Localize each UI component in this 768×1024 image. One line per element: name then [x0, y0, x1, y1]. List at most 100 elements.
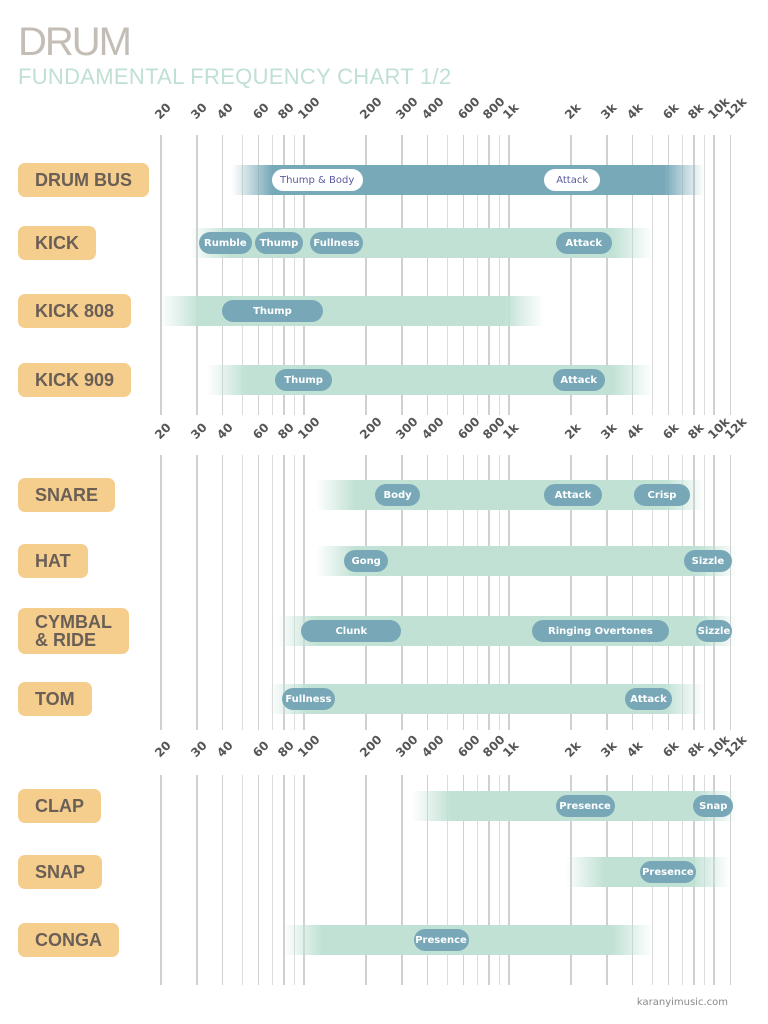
band-pill: Presence	[413, 929, 469, 951]
gridline	[713, 135, 715, 415]
band-pill: Attack	[624, 688, 673, 710]
gridline	[446, 775, 448, 985]
tick-label: 8k	[685, 420, 707, 442]
tick-label: 30	[188, 738, 210, 760]
gridline	[462, 455, 465, 730]
gridline	[446, 455, 448, 730]
instrument-label: KICK	[18, 226, 96, 260]
tick-label: 6k	[659, 738, 682, 760]
gridline	[365, 455, 367, 730]
band-pill: Thump	[221, 300, 324, 322]
instrument-label: HAT	[18, 544, 88, 578]
gridline	[303, 775, 305, 985]
gridline	[426, 135, 429, 415]
band-pill: Attack	[544, 484, 602, 506]
tick-label: 3k	[598, 738, 620, 760]
gridline	[476, 775, 478, 985]
gridline	[488, 775, 490, 985]
gridline	[651, 455, 653, 730]
gridline	[488, 135, 490, 415]
gridline	[221, 775, 224, 985]
instrument-label: TOM	[18, 682, 92, 716]
tick-label: 30	[188, 100, 210, 122]
tick-label: 400	[418, 732, 447, 760]
footer-credit: karanyimusic.com	[636, 997, 728, 1008]
page-title: DRUM	[18, 20, 132, 64]
band-pill: Fullness	[310, 232, 363, 254]
gridline	[729, 775, 732, 985]
gridline	[257, 775, 260, 985]
gridline	[365, 135, 367, 415]
gridline	[271, 775, 273, 985]
tick-label: 8k	[685, 100, 707, 122]
tick-label: 200	[357, 732, 385, 760]
instrument-label: SNAP	[18, 855, 103, 889]
band-pill: Ringing Overtones	[531, 620, 670, 642]
gridline	[631, 135, 634, 415]
tick-label: 20	[152, 100, 174, 122]
band-pill: Body	[375, 484, 420, 506]
band-pill: Presence	[555, 795, 615, 817]
gridline	[293, 775, 295, 985]
gridline	[462, 135, 465, 415]
band-pill: Crisp	[633, 484, 691, 506]
band-pill: Sizzle	[695, 620, 733, 642]
tick-label: 4k	[623, 100, 646, 122]
gridline	[631, 455, 634, 730]
tick-label: 3k	[598, 420, 620, 442]
gridline	[303, 455, 305, 730]
gridline	[196, 775, 198, 985]
gridline	[221, 135, 224, 415]
tick-label: 80	[275, 100, 298, 122]
page-subtitle: FUNDAMENTAL FREQUENCY CHART 1/2	[18, 64, 452, 89]
gridline	[257, 135, 260, 415]
gridline	[160, 135, 162, 415]
instrument-label: SNARE	[18, 478, 116, 512]
tick-label: 40	[213, 100, 236, 122]
band-pill: Presence	[640, 861, 696, 883]
gridline	[498, 775, 500, 985]
tick-label: 200	[357, 94, 385, 122]
gridline	[681, 455, 683, 730]
tick-label: 6k	[659, 420, 682, 442]
tick-label: 600	[454, 414, 483, 442]
tick-label: 100	[295, 414, 324, 442]
gridline	[693, 135, 695, 415]
band-pill: Rumble	[199, 232, 252, 254]
gridline	[651, 135, 653, 415]
band-pill: Snap	[693, 795, 734, 817]
tick-label: 4k	[623, 738, 646, 760]
tick-label: 200	[357, 414, 385, 442]
tick-label: 80	[275, 738, 298, 760]
gridline	[303, 135, 305, 415]
gridline	[293, 455, 295, 730]
gridline	[606, 135, 608, 415]
tick-label: 60	[249, 420, 272, 442]
tick-label: 6k	[659, 100, 682, 122]
gridline	[365, 775, 367, 985]
gridline	[241, 135, 243, 415]
gridline	[271, 135, 273, 415]
tick-label: 300	[393, 732, 421, 760]
gridline	[196, 135, 198, 415]
band-pill: Attack	[544, 169, 600, 191]
tick-label: 8k	[685, 738, 707, 760]
gridline	[570, 455, 572, 730]
gridline	[446, 135, 448, 415]
gridline	[667, 455, 670, 730]
tick-label: 60	[249, 738, 272, 760]
gridline	[283, 775, 285, 985]
band-pill: Attack	[555, 232, 612, 254]
gridline	[196, 455, 198, 730]
tick-label: 400	[418, 414, 447, 442]
gridline	[508, 135, 510, 415]
gridline	[426, 455, 429, 730]
instrument-label: KICK 909	[18, 363, 132, 397]
tick-label: 2k	[562, 420, 584, 442]
tick-label: 300	[393, 414, 421, 442]
tick-label: 30	[188, 420, 210, 442]
gridline	[508, 455, 510, 730]
band-pill: Thump	[275, 369, 332, 391]
gridline	[476, 135, 478, 415]
